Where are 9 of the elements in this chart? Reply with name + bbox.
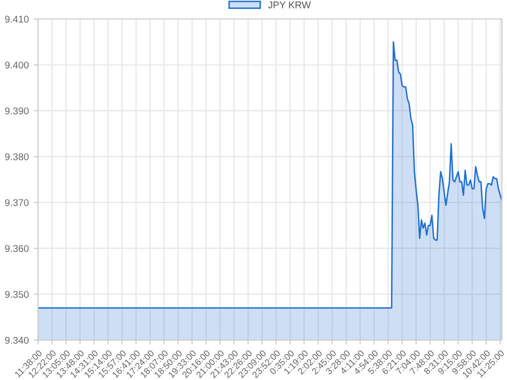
y-tick-label: 9.390 <box>5 107 29 114</box>
y-tick-label: 9.360 <box>5 245 29 252</box>
legend-label: JPY KRW <box>268 2 311 8</box>
y-tick-label: 9.350 <box>5 290 29 298</box>
y-tick-label: 9.340 <box>5 336 29 344</box>
y-tick-label: 9.410 <box>5 16 29 23</box>
y-tick-label: 9.400 <box>5 62 29 68</box>
y-tick-label: 9.370 <box>5 199 29 206</box>
y-tick-label: 9.380 <box>5 153 29 160</box>
